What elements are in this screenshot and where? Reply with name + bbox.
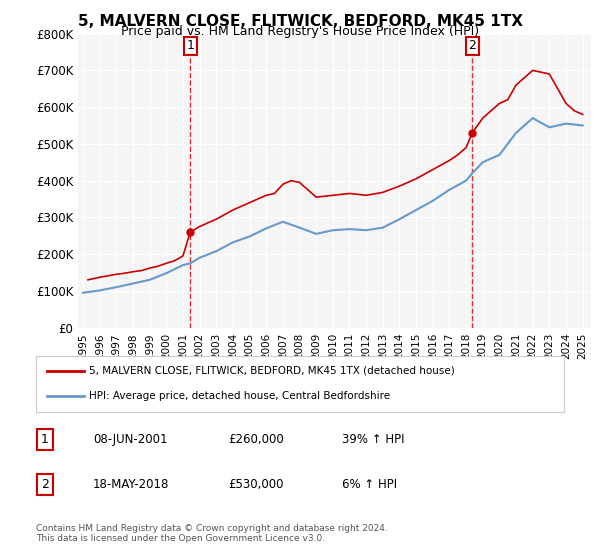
- Text: Contains HM Land Registry data © Crown copyright and database right 2024.
This d: Contains HM Land Registry data © Crown c…: [36, 524, 388, 543]
- Text: 39% ↑ HPI: 39% ↑ HPI: [342, 433, 404, 446]
- Text: 08-JUN-2001: 08-JUN-2001: [93, 433, 167, 446]
- Text: Price paid vs. HM Land Registry's House Price Index (HPI): Price paid vs. HM Land Registry's House …: [121, 25, 479, 38]
- Text: 5, MALVERN CLOSE, FLITWICK, BEDFORD, MK45 1TX: 5, MALVERN CLOSE, FLITWICK, BEDFORD, MK4…: [77, 14, 523, 29]
- Text: 1: 1: [41, 433, 49, 446]
- Text: £530,000: £530,000: [228, 478, 284, 491]
- Text: 5, MALVERN CLOSE, FLITWICK, BEDFORD, MK45 1TX (detached house): 5, MALVERN CLOSE, FLITWICK, BEDFORD, MK4…: [89, 366, 455, 376]
- Text: 2: 2: [469, 39, 476, 53]
- Text: 6% ↑ HPI: 6% ↑ HPI: [342, 478, 397, 491]
- Text: 2: 2: [41, 478, 49, 491]
- Text: £260,000: £260,000: [228, 433, 284, 446]
- Text: 1: 1: [187, 39, 194, 53]
- Text: HPI: Average price, detached house, Central Bedfordshire: HPI: Average price, detached house, Cent…: [89, 391, 390, 402]
- Text: 18-MAY-2018: 18-MAY-2018: [93, 478, 169, 491]
